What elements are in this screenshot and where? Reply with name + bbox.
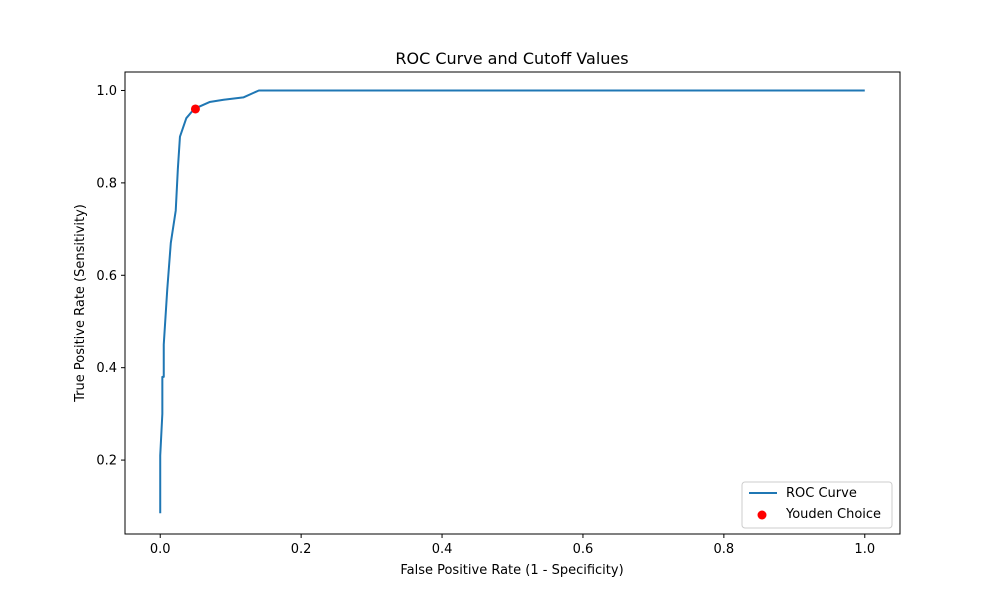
y-tick-label: 0.4 — [96, 361, 117, 376]
x-tick-label: 0.0 — [150, 542, 171, 557]
y-tick-label: 1.0 — [96, 84, 117, 99]
x-axis-label: False Positive Rate (1 - Specificity) — [400, 563, 623, 578]
marker-youden-choice — [191, 104, 200, 113]
y-axis-label: True Positive Rate (Sensitivity) — [73, 204, 88, 403]
x-tick-label: 0.4 — [432, 542, 453, 557]
legend-youden-choice-label: Youden Choice — [785, 507, 881, 522]
x-tick-label: 0.8 — [714, 542, 735, 557]
chart-title: ROC Curve and Cutoff Values — [395, 49, 628, 68]
y-tick-label: 0.6 — [96, 269, 117, 284]
y-tick-label: 0.8 — [96, 176, 117, 191]
y-tick-label: 0.2 — [96, 454, 117, 469]
legend-roc-curve-label: ROC Curve — [786, 486, 857, 501]
x-tick-label: 0.2 — [291, 542, 312, 557]
legend: ROC Curve Youden Choice — [742, 482, 892, 528]
x-tick-label: 1.0 — [854, 542, 875, 557]
legend-youden-choice-swatch — [758, 511, 767, 520]
x-tick-label: 0.6 — [573, 542, 594, 557]
